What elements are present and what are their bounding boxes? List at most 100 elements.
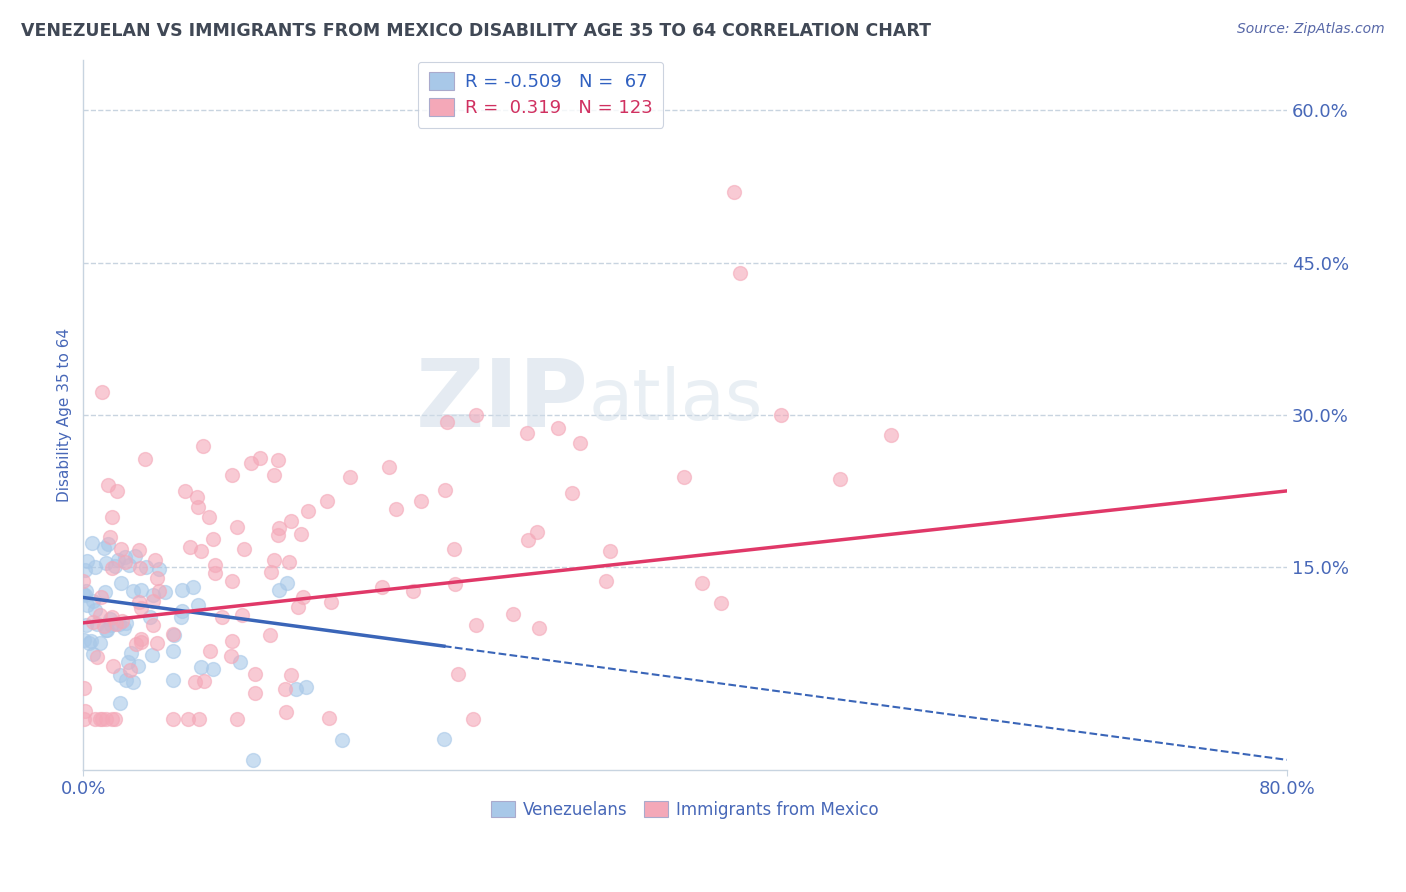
Point <box>142 617 165 632</box>
Point <box>76 598 98 612</box>
Point <box>245 667 267 681</box>
Point <box>260 566 283 580</box>
Point <box>86 617 108 632</box>
Point <box>93 541 115 555</box>
Point <box>569 436 592 450</box>
Point <box>122 584 145 599</box>
Point <box>211 609 233 624</box>
Point <box>94 585 117 599</box>
Point <box>89 608 111 623</box>
Point <box>83 712 105 726</box>
Point <box>107 553 129 567</box>
Point <box>433 732 456 747</box>
Point <box>277 556 299 570</box>
Point <box>128 595 150 609</box>
Point <box>409 494 432 508</box>
Point <box>135 559 157 574</box>
Point <box>595 574 617 588</box>
Point <box>110 576 132 591</box>
Point <box>186 490 208 504</box>
Point <box>243 686 266 700</box>
Point <box>221 633 243 648</box>
Point <box>73 633 96 648</box>
Point <box>76 554 98 568</box>
Point <box>294 681 316 695</box>
Point <box>276 575 298 590</box>
Point <box>107 617 129 632</box>
Point <box>101 712 124 726</box>
Point <box>330 733 353 747</box>
Point <box>190 660 212 674</box>
Point <box>100 617 122 632</box>
Point <box>561 486 583 500</box>
Point <box>111 614 134 628</box>
Point <box>880 428 903 442</box>
Point <box>82 647 104 661</box>
Point <box>117 655 139 669</box>
Point <box>105 483 128 498</box>
Point <box>170 610 193 624</box>
Point <box>96 623 118 637</box>
Point <box>517 533 540 547</box>
Point <box>599 544 621 558</box>
Point <box>162 673 184 688</box>
Point <box>172 604 194 618</box>
Point <box>108 696 131 710</box>
Point <box>187 712 209 726</box>
Point <box>101 659 124 673</box>
Point <box>129 583 152 598</box>
Point <box>221 574 243 588</box>
Point <box>75 588 97 602</box>
Point <box>84 603 107 617</box>
Point <box>444 576 467 591</box>
Point <box>75 617 97 632</box>
Point <box>319 595 342 609</box>
Point <box>239 456 262 470</box>
Point <box>82 594 104 608</box>
Point <box>249 451 271 466</box>
Point <box>385 501 408 516</box>
Point <box>118 663 141 677</box>
Point <box>148 562 170 576</box>
Point <box>710 596 733 610</box>
Point <box>266 453 288 467</box>
Point <box>274 705 297 719</box>
Point <box>73 712 96 726</box>
Point <box>146 636 169 650</box>
Point <box>83 560 105 574</box>
Point <box>465 409 488 423</box>
Text: VENEZUELAN VS IMMIGRANTS FROM MEXICO DISABILITY AGE 35 TO 64 CORRELATION CHART: VENEZUELAN VS IMMIGRANTS FROM MEXICO DIS… <box>21 22 931 40</box>
Point <box>226 520 249 534</box>
Point <box>201 532 224 546</box>
Point <box>90 385 112 400</box>
Point <box>129 600 152 615</box>
Point <box>114 615 136 630</box>
Point <box>170 582 193 597</box>
Point <box>190 544 212 558</box>
Point <box>118 558 141 573</box>
Point <box>97 477 120 491</box>
Point <box>287 600 309 615</box>
Point <box>141 648 163 662</box>
Point <box>122 674 145 689</box>
Point <box>128 543 150 558</box>
Point <box>148 584 170 599</box>
Point <box>318 711 340 725</box>
Point <box>98 530 121 544</box>
Point <box>128 561 150 575</box>
Point <box>339 469 361 483</box>
Point <box>146 571 169 585</box>
Point <box>80 535 103 549</box>
Point <box>86 649 108 664</box>
Point <box>280 514 302 528</box>
Point <box>434 483 457 497</box>
Point <box>527 621 550 635</box>
Point <box>516 425 538 440</box>
Point <box>91 712 114 726</box>
Point <box>263 467 285 482</box>
Point <box>690 576 713 591</box>
Point <box>297 504 319 518</box>
Point <box>129 634 152 648</box>
Point <box>104 558 127 573</box>
Point <box>115 673 138 687</box>
